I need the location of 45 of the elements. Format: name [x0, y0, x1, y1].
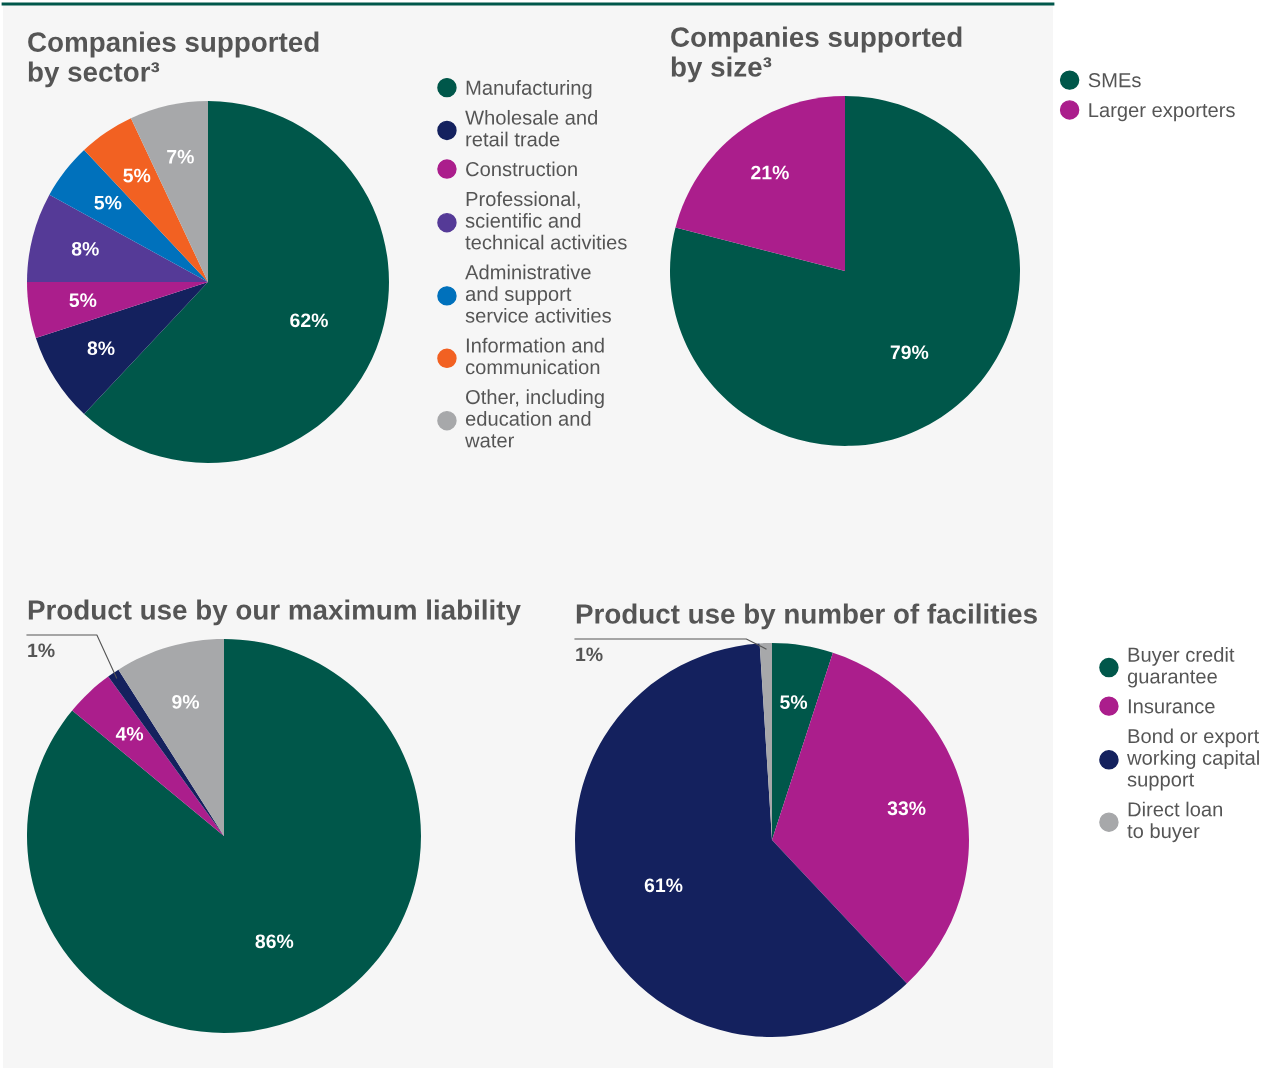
data-label: 62%: [290, 313, 328, 328]
data-label: 4%: [115, 726, 144, 741]
pie-slice: [670, 96, 1020, 446]
data-label: 9%: [172, 695, 200, 709]
data-label: 5%: [123, 168, 151, 183]
chart-title: Product use by number of facilities: [576, 603, 1037, 630]
pie-slice: [49, 150, 208, 282]
data-label: 33%: [887, 801, 926, 816]
legend-label: Construction: [466, 161, 577, 177]
data-label: 61%: [644, 878, 683, 893]
data-label: 5%: [69, 293, 97, 308]
data-label: 8%: [87, 341, 115, 356]
data-label: 21%: [751, 165, 789, 180]
data-label: 86%: [255, 934, 294, 949]
data-label: 79%: [890, 345, 929, 360]
chart-title: Companies supported by size³: [671, 26, 962, 83]
legend-label: Information and communication: [465, 337, 604, 375]
legend-label: Insurance: [1128, 699, 1215, 714]
data-label: 1%: [576, 647, 603, 662]
pie-slice: [772, 652, 969, 984]
legend-label: Manufacturing: [466, 80, 592, 99]
pie-slice: [27, 194, 208, 282]
legend-label: Other, including education and water: [465, 389, 604, 448]
pie-slice: [35, 282, 208, 414]
legend-label: Professional, scientific and technical activities: [465, 191, 627, 250]
data-label: 5%: [94, 195, 122, 210]
legend-label: SMEs: [1088, 73, 1141, 88]
chart-title: Companies supported by sector³: [28, 31, 319, 88]
data-label: 7%: [167, 149, 194, 164]
data-label: 8%: [71, 241, 99, 256]
chart-title: Product use by our maximum liability: [28, 599, 521, 626]
legend-label: Bond or export working capital support: [1127, 728, 1259, 791]
legend-label: Direct loan to buyer: [1127, 801, 1222, 843]
pie-slice: [27, 639, 421, 1033]
legend-label: Buyer credit guarantee: [1127, 647, 1235, 688]
pie-slice: [772, 643, 833, 840]
legend-label: Larger exporters: [1089, 103, 1235, 122]
legend-label: Wholesale and retail trade: [465, 109, 597, 147]
pie-slice: [72, 676, 224, 836]
pie-slice: [675, 96, 845, 271]
legend-label: Administrative and support service activities: [465, 264, 611, 323]
data-label: 5%: [780, 695, 808, 710]
data-label: 1%: [28, 643, 55, 658]
pie-slice: [27, 282, 208, 338]
pie-slice: [108, 669, 224, 836]
